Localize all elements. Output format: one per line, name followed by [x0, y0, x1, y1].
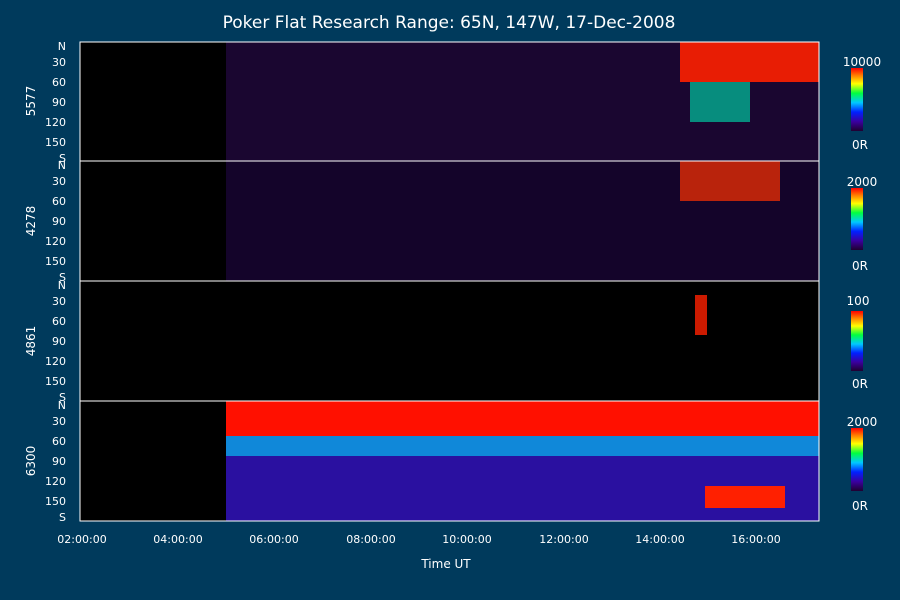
colorbar — [851, 311, 863, 371]
colorbar-min-label: 0R — [852, 377, 868, 391]
colorbar-min-label: 0R — [852, 499, 868, 513]
y-tick-label: 60 — [52, 315, 66, 328]
colorbar-min-label: 0R — [852, 138, 868, 152]
x-tick-label: 16:00:00 — [731, 533, 780, 546]
panel-6300: 6300 N 30 60 90 120 150 S 2000 0R — [24, 399, 877, 524]
y-ticks: N 30 60 90 120 150 S — [45, 399, 66, 524]
y-tick-label: 120 — [45, 235, 66, 248]
y-tick-label: 90 — [52, 96, 66, 109]
y-tick-label: S — [59, 152, 66, 165]
y-tick-label: S — [59, 391, 66, 404]
y-tick-label: 30 — [52, 415, 66, 428]
auroral-band — [226, 401, 819, 436]
colorbar-max-label: 10000 — [843, 55, 881, 69]
y-tick-label: 120 — [45, 355, 66, 368]
x-tick-label: 02:00:00 — [57, 533, 106, 546]
colorbar — [851, 428, 863, 491]
y-tick-label: N — [58, 159, 66, 172]
x-tick-label: 08:00:00 — [346, 533, 395, 546]
y-tick-label: 90 — [52, 215, 66, 228]
y-tick-label: 60 — [52, 76, 66, 89]
panel-label: 4861 — [24, 326, 38, 357]
y-tick-label: 30 — [52, 175, 66, 188]
colorbar — [851, 68, 863, 131]
y-tick-label: 30 — [52, 295, 66, 308]
y-tick-label: N — [58, 40, 66, 53]
y-tick-label: 60 — [52, 195, 66, 208]
y-ticks: N 30 60 90 120 150 S — [45, 40, 66, 165]
colorbar-max-label: 2000 — [847, 415, 878, 429]
x-axis-label: Time UT — [420, 557, 471, 571]
panel-frame — [79, 400, 820, 522]
y-tick-label: 150 — [45, 255, 66, 268]
x-tick-label: 06:00:00 — [249, 533, 298, 546]
auroral-arc-green — [690, 82, 750, 122]
auroral-arc — [695, 295, 707, 335]
y-tick-label: N — [58, 399, 66, 412]
auroral-blob — [705, 486, 785, 508]
y-tick-label: 90 — [52, 335, 66, 348]
y-tick-label: 120 — [45, 475, 66, 488]
y-tick-label: 30 — [52, 56, 66, 69]
y-tick-label: N — [58, 279, 66, 292]
x-tick-label: 14:00:00 — [635, 533, 684, 546]
colorbar-max-label: 100 — [847, 294, 870, 308]
x-axis: 02:00:00 04:00:00 06:00:00 08:00:00 10:0… — [57, 533, 780, 571]
panel-label: 4278 — [24, 206, 38, 237]
x-tick-label: 10:00:00 — [442, 533, 491, 546]
y-tick-label: 120 — [45, 116, 66, 129]
x-tick-label: 04:00:00 — [153, 533, 202, 546]
y-ticks: N 30 60 90 120 150 S — [45, 159, 66, 284]
colorbar-min-label: 0R — [852, 259, 868, 273]
y-tick-label: 60 — [52, 435, 66, 448]
y-tick-label: 90 — [52, 455, 66, 468]
auroral-arc — [680, 161, 780, 201]
y-tick-label: 150 — [45, 375, 66, 388]
panel-label: 6300 — [24, 446, 38, 477]
panel-background — [80, 281, 819, 401]
panel-4861: 4861 N 30 60 90 120 150 S 100 0R — [24, 279, 869, 404]
x-tick-label: 12:00:00 — [539, 533, 588, 546]
auroral-band-green — [226, 436, 819, 456]
panel-label: 5577 — [24, 86, 38, 117]
y-ticks: N 30 60 90 120 150 S — [45, 279, 66, 404]
y-tick-label: S — [59, 511, 66, 524]
colorbar — [851, 188, 863, 250]
colorbar-max-label: 2000 — [847, 175, 878, 189]
y-tick-label: 150 — [45, 495, 66, 508]
auroral-arc — [680, 42, 819, 82]
y-tick-label: 150 — [45, 136, 66, 149]
chart-title: Poker Flat Research Range: 65N, 147W, 17… — [223, 13, 676, 33]
panel-5577: 5577 N 30 60 90 120 150 S 10000 0R — [24, 40, 881, 165]
y-tick-label: S — [59, 271, 66, 284]
panel-4278: 4278 N 30 60 90 120 150 S 2000 0R — [24, 159, 877, 284]
